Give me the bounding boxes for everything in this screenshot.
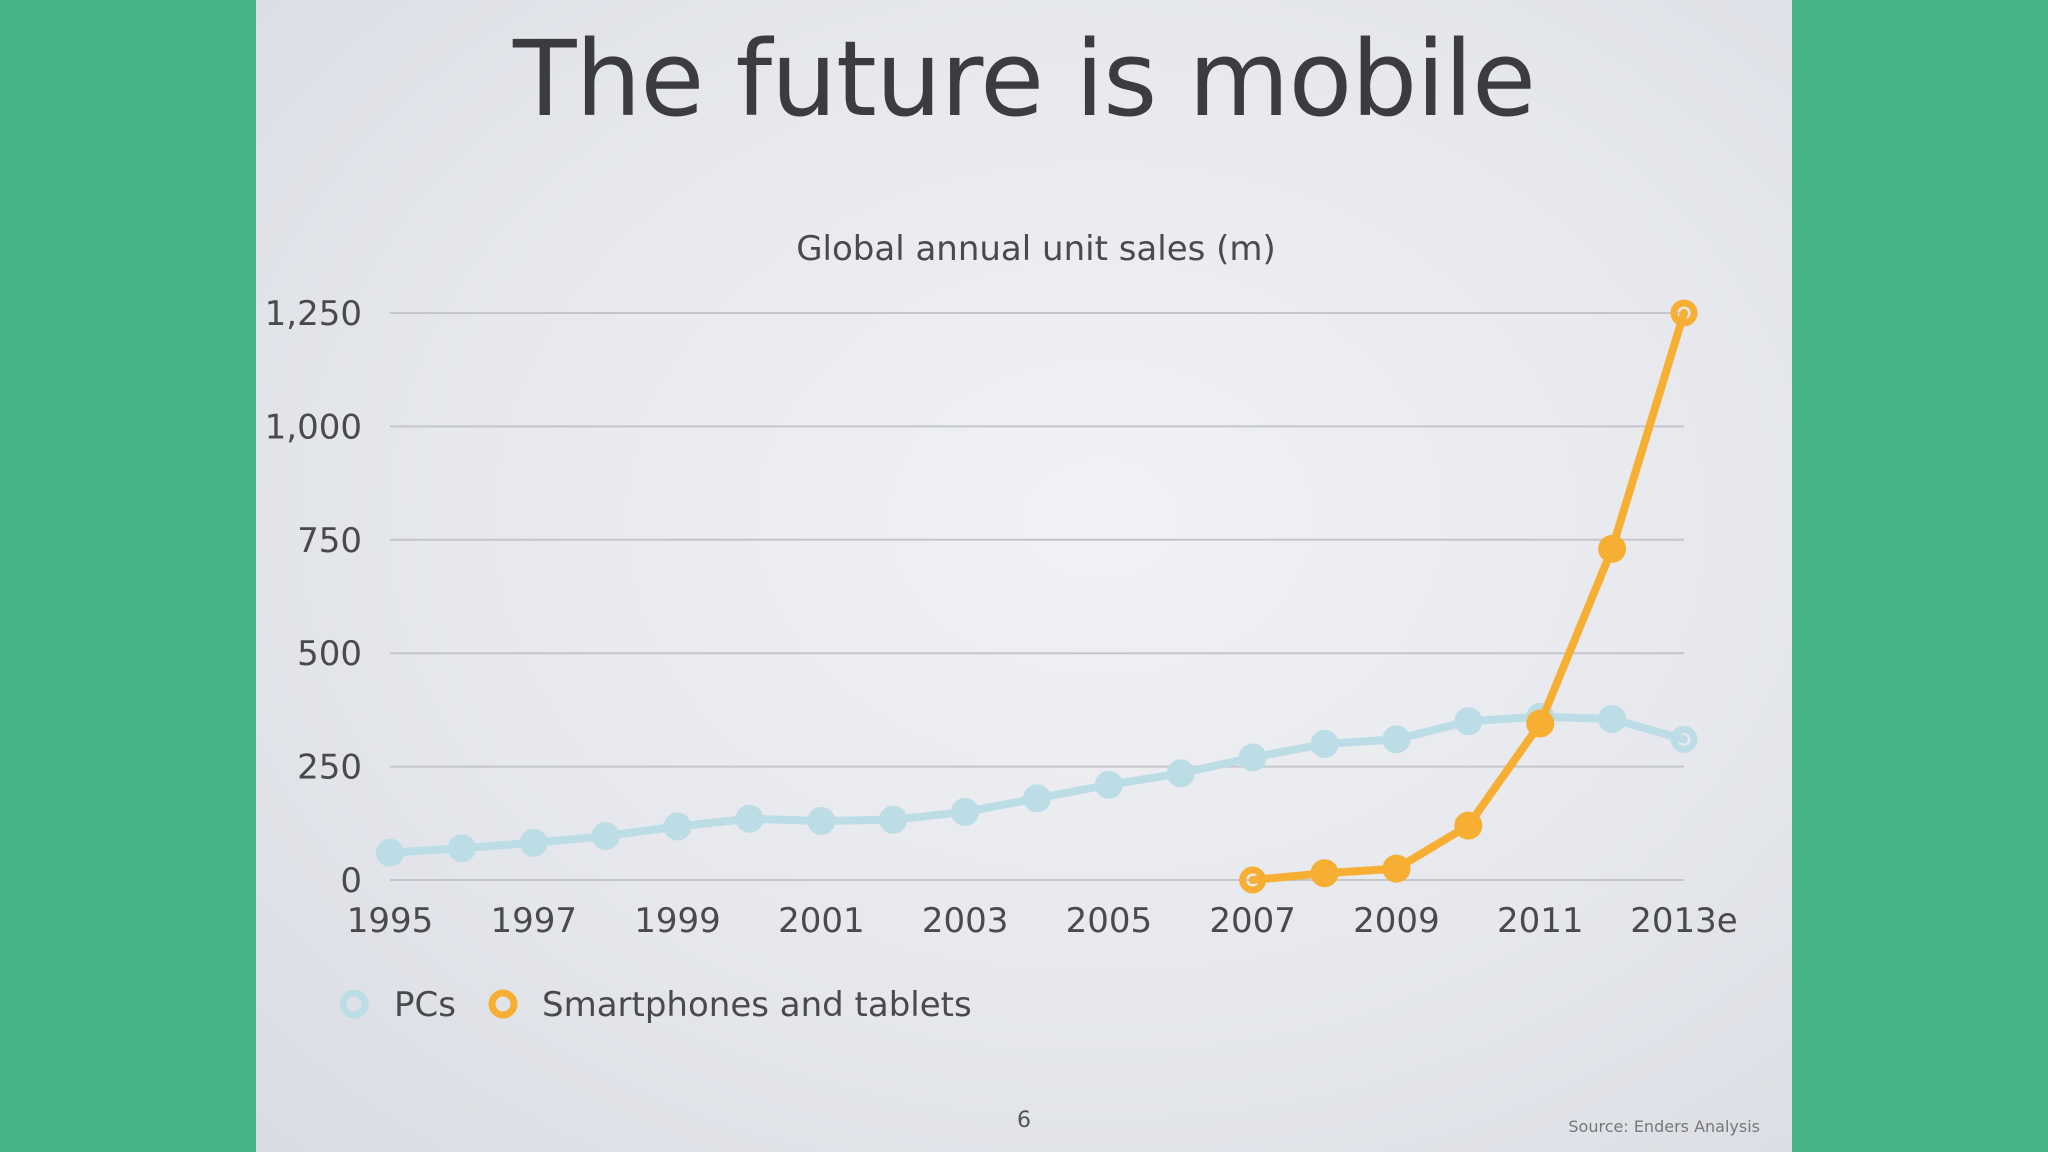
- y-axis-labels: 0 250 500 750 1,000 1,250: [265, 294, 362, 901]
- x-tick-label: 2009: [1353, 901, 1440, 941]
- page-number: 6: [1017, 1108, 1031, 1133]
- data-point-pcs-2001: [807, 807, 836, 836]
- data-point-smartphones-2013e: [1670, 299, 1698, 327]
- data-point-smartphones-2008: [1310, 859, 1339, 888]
- x-tick-label: 2011: [1497, 901, 1584, 941]
- data-point-pcs-2008: [1310, 729, 1339, 758]
- series-line-smartphones: [1248, 309, 1688, 884]
- x-tick-label: 1997: [491, 901, 578, 941]
- data-point-pcs-2003: [951, 797, 980, 826]
- data-point-pcs-2005: [1094, 770, 1123, 799]
- chart-title: Global annual unit sales (m): [796, 229, 1276, 269]
- data-point-pcs-2012: [1598, 704, 1627, 733]
- data-point-smartphones-2012: [1598, 534, 1627, 563]
- data-point-smartphones-2007: [1239, 866, 1267, 894]
- legend-marker-pcs: [339, 989, 369, 1019]
- data-point-smartphones-2010: [1454, 811, 1483, 840]
- line-chart: Global annual unit sales (m) 0 250 500 750 1…: [265, 229, 1738, 1025]
- data-point-pcs-1995: [376, 838, 404, 867]
- source-note: Source: Enders Analysis: [1568, 1117, 1760, 1136]
- data-point-pcs-2002: [879, 805, 908, 834]
- data-point-smartphones-2009: [1382, 854, 1411, 883]
- x-tick-label: 2013e: [1630, 901, 1737, 941]
- x-axis-labels: 1995 1997 1999 2001 2003 2005 2007 2009 2011 2013…: [347, 901, 1738, 941]
- data-point-pcs-2000: [735, 804, 764, 833]
- x-tick-label: 1995: [347, 901, 434, 941]
- y-tick-label: 1,000: [265, 407, 362, 447]
- legend-marker-smartphones: [488, 989, 518, 1019]
- slide: The future is mobile Global annual unit …: [256, 0, 1792, 1152]
- x-tick-label: 1999: [634, 901, 721, 941]
- y-tick-label: 1,250: [265, 294, 362, 334]
- data-point-pcs-2010: [1454, 707, 1483, 736]
- x-tick-label: 2001: [778, 901, 865, 941]
- data-point-pcs-1997: [519, 828, 548, 857]
- legend: PCs Smartphones and tablets: [339, 985, 972, 1025]
- data-point-pcs-2009: [1382, 725, 1411, 754]
- data-point-pcs-1999: [663, 812, 692, 841]
- legend-label-smartphones: Smartphones and tablets: [542, 985, 972, 1025]
- data-point-pcs-2007: [1238, 743, 1267, 772]
- legend-label-pcs: PCs: [394, 985, 456, 1025]
- y-tick-label: 250: [297, 748, 362, 788]
- y-tick-label: 500: [297, 634, 362, 674]
- series-lines: [376, 299, 1698, 894]
- data-point-pcs-2004: [1023, 784, 1051, 813]
- slide-title: The future is mobile: [512, 18, 1536, 140]
- x-tick-label: 2005: [1066, 901, 1153, 941]
- data-point-pcs-1996: [447, 834, 476, 863]
- data-point-pcs-1998: [591, 822, 620, 851]
- data-point-pcs-2013e: [1670, 725, 1698, 753]
- data-point-pcs-2006: [1166, 759, 1195, 788]
- grid-lines: [390, 312, 1684, 881]
- x-tick-label: 2007: [1209, 901, 1296, 941]
- data-point-smartphones-2011: [1526, 709, 1555, 738]
- x-tick-label: 2003: [922, 901, 1009, 941]
- y-tick-label: 0: [340, 861, 362, 901]
- y-tick-label: 750: [297, 521, 362, 561]
